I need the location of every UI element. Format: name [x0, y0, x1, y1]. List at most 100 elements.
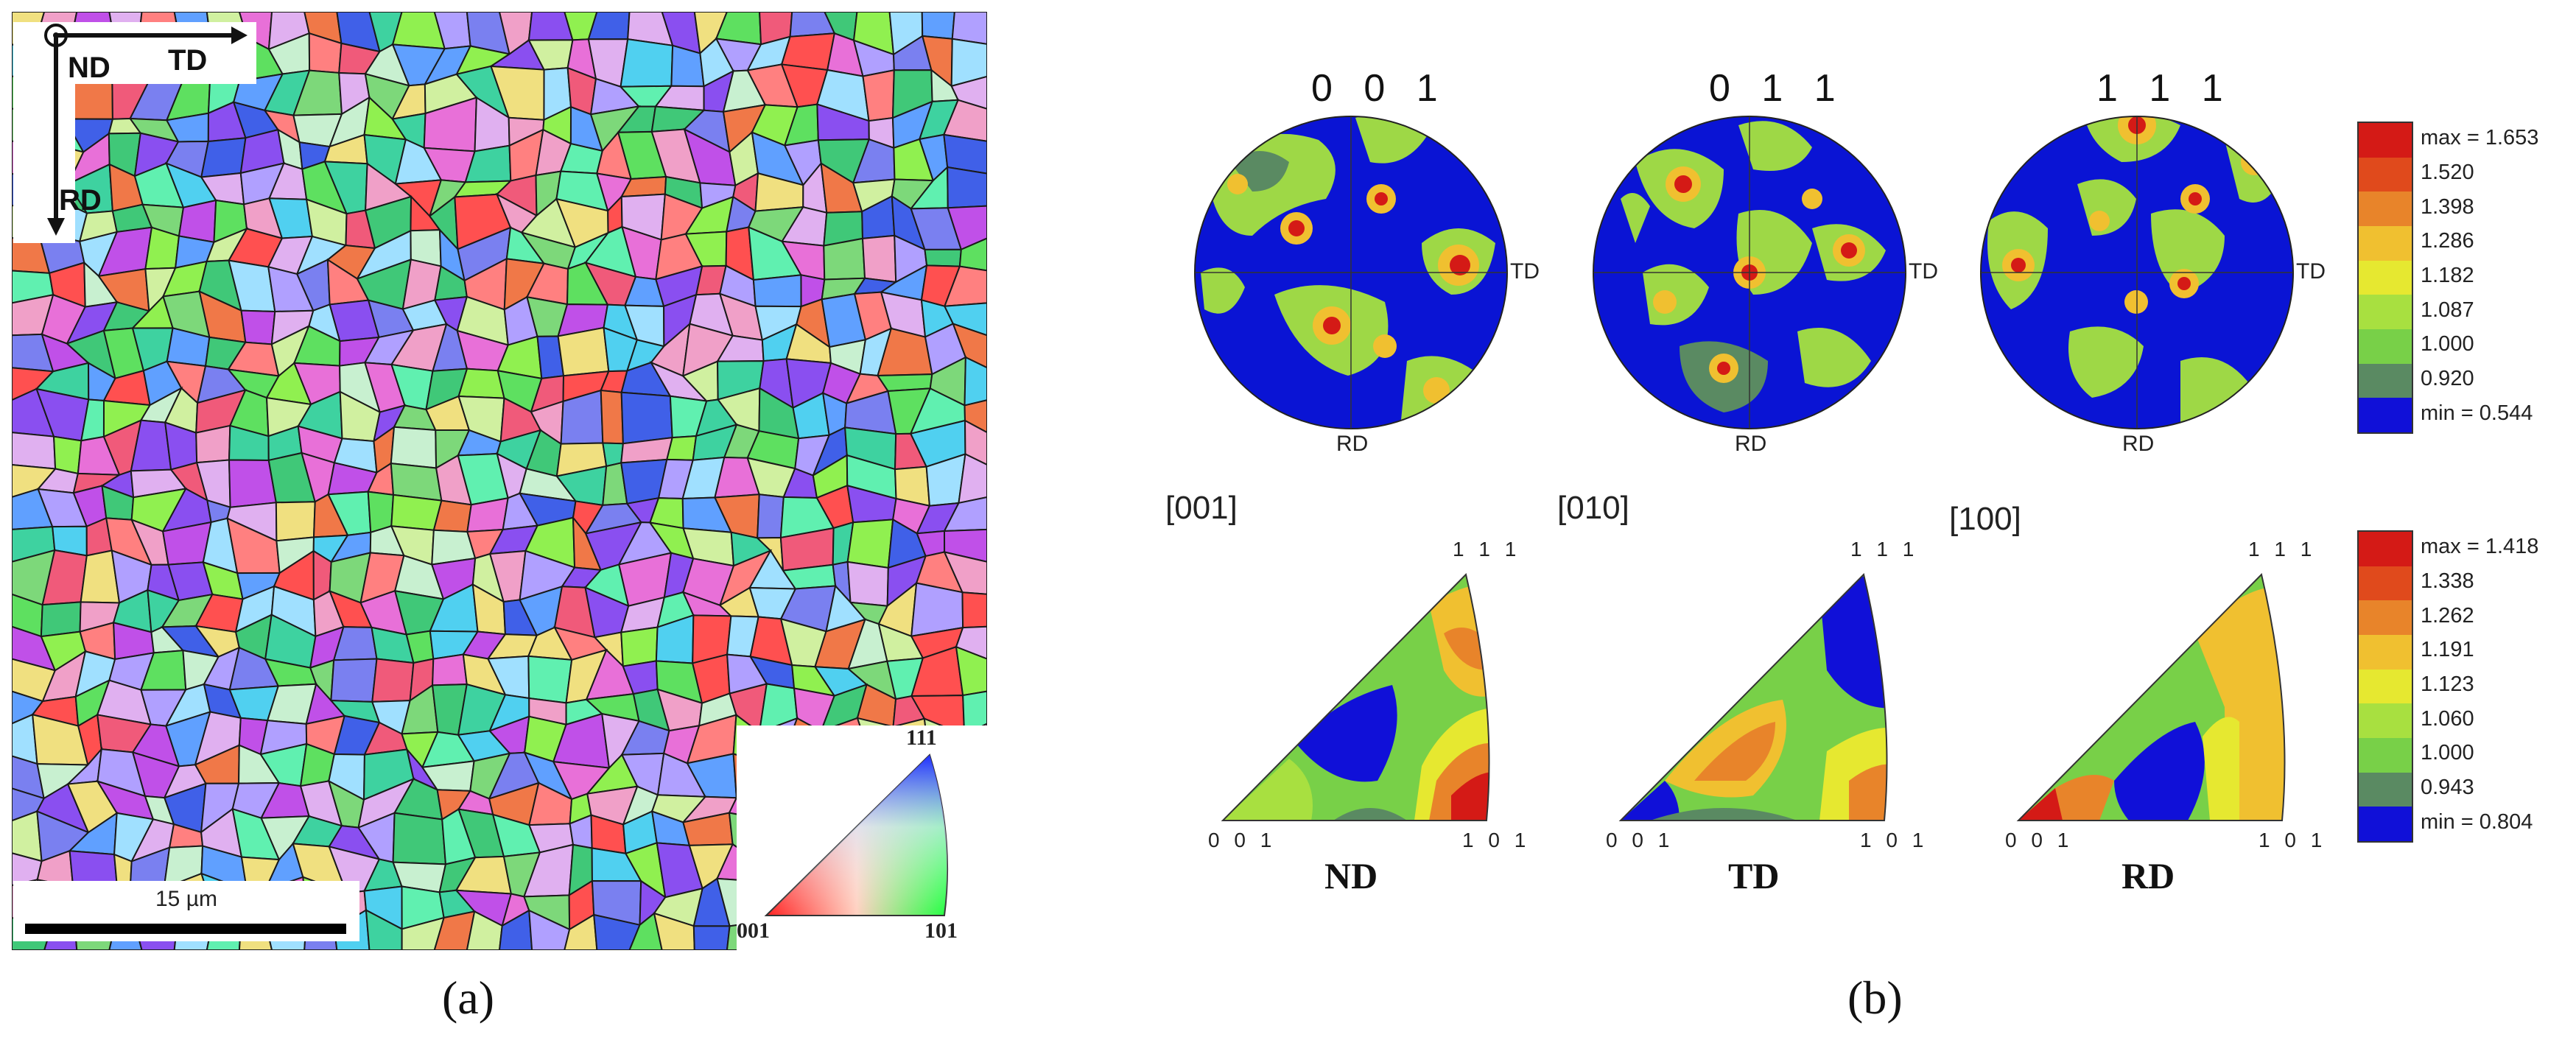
pole-legend-swatch [2359, 260, 2412, 295]
ipf-axis-nd: ND [1324, 855, 1378, 896]
ipf-section-rd [2016, 573, 2286, 821]
pole-legend-swatch [2359, 329, 2412, 364]
ipf-direction-010: [010] [1557, 490, 1629, 526]
ipf-legend-value: 1.123 [2421, 672, 2474, 696]
pole-legend-swatch [2359, 363, 2412, 398]
ipf-legend-swatch [2359, 807, 2412, 841]
pole-figure-2-td-label: TD [1909, 259, 1938, 284]
grain [371, 658, 415, 703]
pole-legend-value: 1.520 [2421, 161, 2474, 184]
pole-figure-3-title: 1 1 1 [2096, 67, 2233, 110]
grain [752, 274, 802, 308]
grain [943, 302, 987, 337]
grain [947, 205, 987, 251]
pole-figure-011 [1593, 116, 1906, 429]
ipf-direction-100: [100] [1949, 501, 2021, 537]
grain [958, 452, 987, 505]
grain [528, 909, 571, 950]
ipf-legend-swatch [2359, 669, 2412, 704]
ipf-td-left-label: 0 0 1 [1606, 829, 1674, 851]
grain [593, 913, 641, 950]
ipf-section-nd [1221, 573, 1490, 821]
ipf-legend-value: 1.262 [2421, 603, 2474, 628]
grain [950, 38, 987, 88]
pole-figure-001 [1194, 116, 1508, 429]
ipf-legend-value: min = 0.804 [2421, 809, 2533, 834]
scale-bar-line [25, 924, 346, 934]
pole-legend-value: max = 1.653 [2421, 126, 2539, 150]
grain [958, 237, 987, 272]
grain [921, 12, 955, 40]
pole-legend-swatch [2359, 226, 2412, 261]
ipf-axis-td: TD [1728, 855, 1780, 896]
grain [390, 493, 443, 531]
grain [962, 690, 987, 737]
pole-legend-swatch [2359, 398, 2412, 432]
grain [692, 925, 731, 950]
ipf-key-111-label: 111 [906, 725, 937, 750]
grain [964, 419, 987, 466]
grain [846, 519, 894, 569]
grain [557, 326, 610, 377]
grain [862, 69, 895, 122]
pole-legend-value: min = 0.544 [2421, 401, 2533, 425]
grain [195, 424, 231, 464]
pole-figure-3-rd-label: RD [2122, 432, 2155, 456]
ipf-legend-swatch [2359, 635, 2412, 670]
ipf-legend-swatch [2359, 772, 2412, 807]
grain [955, 625, 987, 660]
grain [275, 501, 316, 542]
ipf-legend: max = 1.418 1.338 1.262 1.191 1.123 1.060 1.00… [2357, 530, 2563, 843]
grain [390, 426, 438, 469]
grain [620, 391, 673, 445]
pole-legend-swatch [2359, 157, 2412, 192]
ipf-color-key: 111 001 101 [737, 725, 987, 950]
ipf-td-right-label: 1 0 1 [1860, 829, 1929, 851]
grain [780, 32, 836, 71]
grain [846, 561, 889, 607]
grain [950, 75, 987, 110]
pole-figure-1-td-label: TD [1510, 259, 1540, 284]
grain [943, 551, 987, 595]
grain [432, 653, 468, 686]
grain [943, 265, 987, 307]
ipf-legend-labels: max = 1.418 1.338 1.262 1.191 1.123 1.060 1.00… [2421, 530, 2568, 840]
pole-legend-value: 1.286 [2421, 229, 2474, 253]
ipf-rd-top-label: 1 1 1 [2248, 538, 2317, 561]
ipf-nd-left-label: 0 0 1 [1208, 829, 1277, 851]
ipf-axis-rd: RD [2121, 855, 2175, 896]
grain [964, 399, 987, 434]
ipf-legend-colorbar [2357, 530, 2413, 843]
grain [861, 234, 897, 284]
ipf-section-td [1618, 573, 1888, 821]
ipf-legend-swatch [2359, 566, 2412, 601]
rolling-direction-label: RD [59, 184, 102, 217]
pole-legend-value: 1.398 [2421, 194, 2474, 219]
inverse-pole-figures [1221, 573, 2286, 821]
axes-backing-vertical [13, 22, 75, 243]
pole-legend-labels: max = 1.653 1.520 1.398 1.286 1.182 1.087 1.00… [2421, 122, 2568, 431]
grain [527, 655, 573, 704]
ipf-key-001-label: 001 [737, 918, 770, 943]
grain [955, 645, 987, 697]
grain [457, 368, 505, 399]
pole-legend-colorbar [2357, 122, 2413, 434]
grain [40, 601, 82, 638]
pole-legend-value: 1.000 [2421, 332, 2474, 356]
grain [392, 812, 447, 865]
pole-figures [1194, 116, 2294, 429]
grain [943, 496, 987, 533]
grain [228, 459, 278, 508]
grain [823, 237, 866, 281]
pole-figure-2-title: 0 1 1 [1709, 67, 1846, 110]
ipf-nd-right-label: 1 0 1 [1462, 829, 1531, 851]
ipf-rd-right-label: 1 0 1 [2259, 829, 2327, 851]
scale-bar-label: 15 µm [155, 887, 217, 911]
scale-bar: 15 µm [13, 881, 359, 941]
grain [628, 912, 663, 950]
grain [620, 626, 659, 667]
grain [620, 38, 674, 88]
pole-figure-3-td-label: TD [2296, 259, 2326, 284]
pole-legend-value: 1.087 [2421, 298, 2474, 322]
ipf-legend-value: 1.338 [2421, 569, 2474, 593]
